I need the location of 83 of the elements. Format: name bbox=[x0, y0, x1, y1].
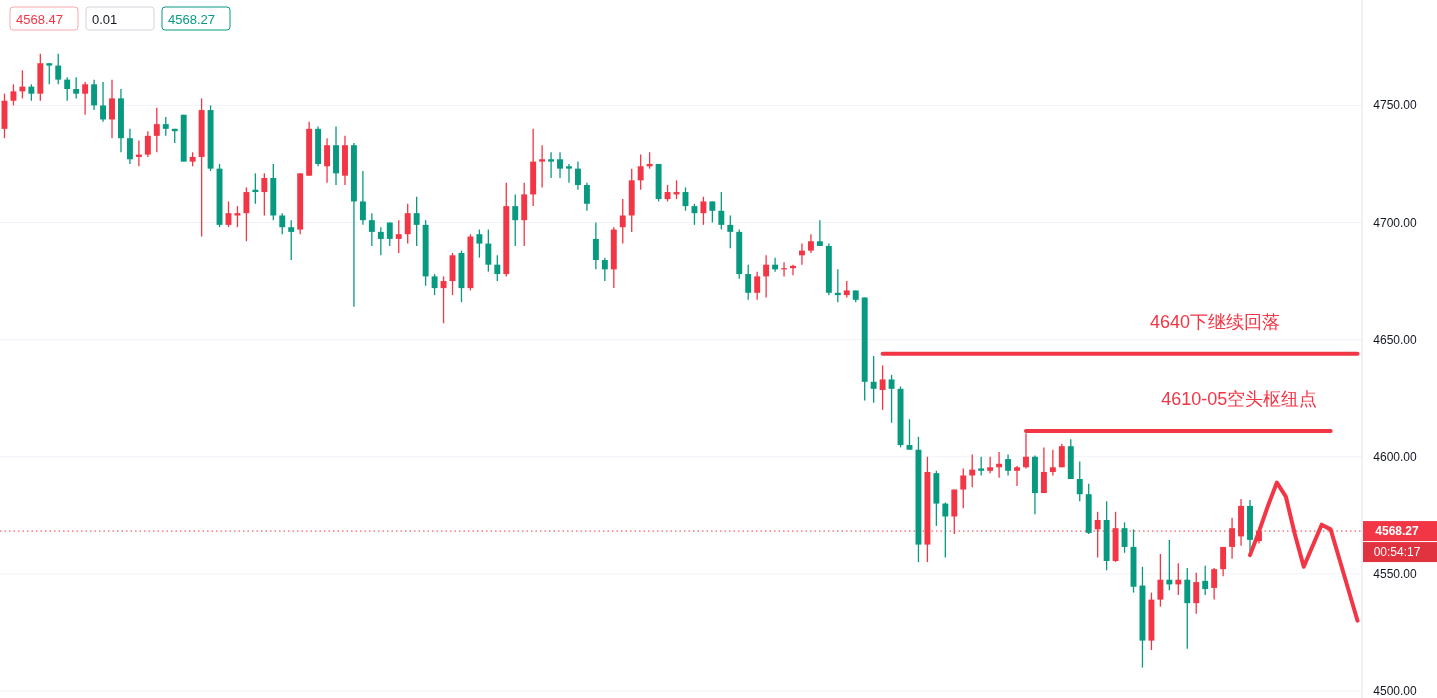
candlestick bbox=[807, 233, 814, 254]
candlestick bbox=[1211, 567, 1218, 601]
y-tick-label: 4600.00 bbox=[1373, 449, 1418, 464]
candlestick bbox=[1193, 572, 1200, 615]
candlestick bbox=[1014, 465, 1020, 487]
candlestick bbox=[1220, 546, 1227, 577]
candlestick bbox=[485, 228, 492, 273]
ref-line-label: 4568.27 bbox=[1375, 524, 1420, 539]
candlestick bbox=[82, 81, 89, 116]
candlestick bbox=[279, 212, 286, 235]
candlestick bbox=[1076, 460, 1083, 502]
candlestick bbox=[700, 196, 707, 226]
candlestick bbox=[1121, 521, 1128, 554]
candlestick bbox=[368, 212, 375, 247]
candlestick bbox=[162, 116, 169, 137]
candlestick bbox=[745, 264, 752, 301]
candlestick bbox=[10, 83, 17, 107]
candlestick bbox=[413, 196, 420, 247]
candlestick bbox=[1229, 516, 1236, 560]
candlestick bbox=[395, 219, 402, 254]
y-tick-label: 4650.00 bbox=[1373, 332, 1418, 347]
candlestick bbox=[888, 374, 895, 424]
candlestick bbox=[377, 226, 384, 256]
candlestick bbox=[476, 228, 483, 259]
candlestick bbox=[261, 172, 268, 217]
candlestick bbox=[46, 62, 53, 85]
y-tick-label: 4550.00 bbox=[1373, 566, 1418, 581]
candlestick bbox=[243, 186, 250, 242]
candlestick bbox=[494, 254, 501, 282]
candlestick bbox=[637, 153, 644, 191]
y-tick-label: 4500.00 bbox=[1373, 683, 1418, 698]
candlestick bbox=[431, 273, 438, 296]
candlestick bbox=[1202, 565, 1209, 596]
candlestick bbox=[1157, 553, 1164, 608]
candlestick bbox=[359, 170, 366, 226]
y-tick-label: 4750.00 bbox=[1373, 98, 1418, 113]
candlestick bbox=[91, 78, 98, 111]
candlestick bbox=[870, 355, 877, 404]
candlestick bbox=[727, 214, 734, 249]
candlestick bbox=[1049, 449, 1056, 477]
candlestick bbox=[754, 271, 761, 301]
candlestick bbox=[592, 221, 599, 271]
text: 00:54:17 bbox=[1373, 545, 1421, 560]
candlestick bbox=[718, 191, 725, 231]
candlestick bbox=[440, 275, 447, 324]
candlestick bbox=[557, 151, 563, 179]
annotation: 4568.27 bbox=[168, 11, 215, 27]
candlestick bbox=[709, 200, 716, 224]
candlestick bbox=[539, 144, 546, 189]
y-tick-label: 4700.00 bbox=[1373, 215, 1418, 230]
candlestick bbox=[512, 193, 519, 247]
annotation: 0.01 bbox=[92, 11, 118, 27]
candlestick bbox=[879, 364, 886, 411]
annotation: 4568.47 bbox=[16, 11, 63, 27]
candlestick bbox=[144, 130, 151, 158]
candlestick bbox=[548, 151, 555, 179]
candlestick bbox=[404, 203, 411, 245]
candlestick bbox=[1040, 446, 1047, 494]
candlestick bbox=[816, 219, 823, 247]
candlestick bbox=[960, 467, 967, 509]
candlestick bbox=[153, 107, 160, 153]
candlestick bbox=[601, 257, 608, 282]
candlestick bbox=[55, 53, 62, 85]
candlestick bbox=[987, 456, 994, 474]
candlestick bbox=[100, 81, 106, 123]
candlestick bbox=[1184, 567, 1191, 650]
series-label: 4610-05空头枢纽点 bbox=[1161, 388, 1318, 409]
candlestick bbox=[942, 501, 949, 559]
candlestick bbox=[64, 76, 71, 102]
candlestick bbox=[1005, 453, 1012, 477]
candlestick bbox=[575, 160, 581, 191]
candlestick bbox=[978, 456, 985, 477]
candlestick bbox=[619, 198, 626, 245]
candlestick bbox=[288, 219, 295, 261]
candlestick bbox=[763, 254, 770, 299]
candlestick bbox=[324, 137, 331, 184]
candlestick bbox=[566, 163, 572, 184]
candlestick bbox=[109, 78, 115, 139]
candlestick bbox=[583, 182, 590, 212]
candlestick bbox=[73, 76, 80, 100]
candlestick bbox=[691, 203, 698, 226]
series-label: 4640下继续回落 bbox=[1150, 311, 1281, 332]
candlestick bbox=[126, 128, 133, 165]
